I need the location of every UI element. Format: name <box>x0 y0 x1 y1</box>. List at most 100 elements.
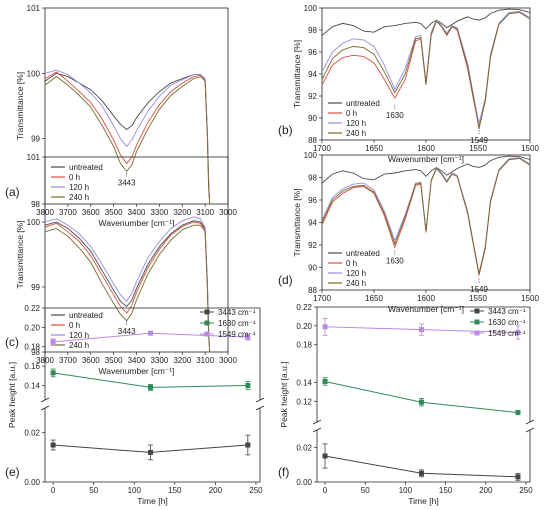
data-point <box>418 470 424 476</box>
x-tick-label: 50 <box>89 486 98 495</box>
series-line-h240 <box>44 224 211 353</box>
y-tick-label: 98 <box>31 348 40 357</box>
data-point <box>245 442 251 448</box>
annotation-label: 3443 <box>118 327 136 336</box>
data-point <box>245 334 251 340</box>
data-point <box>245 382 251 388</box>
y-axis-label: Peak height [a.u.] <box>7 362 17 428</box>
data-point <box>418 399 424 405</box>
x-tick-label: 1550 <box>469 294 487 303</box>
y-tick-label: 96 <box>308 48 317 57</box>
legend-entry: 3443 cm⁻¹ <box>488 307 526 316</box>
panel-e: 0 50 100 150 200 250 0.00 0.02 0.14 0.16 0.18 0.20 0… <box>5 304 265 506</box>
x-axis-label: Wavenumber [cm⁻¹] <box>388 304 464 314</box>
annotation-label: 3443 <box>118 179 136 188</box>
y-tick-label: 101 <box>27 153 41 162</box>
legend-entry: 3443 cm⁻¹ <box>218 308 256 317</box>
data-point <box>50 339 56 345</box>
x-tick-label: 1650 <box>365 294 383 303</box>
data-point <box>50 370 56 376</box>
legend-marker <box>204 331 210 337</box>
y-tick-label: 92 <box>308 241 317 250</box>
x-tick-label: 3500 <box>105 356 123 365</box>
y-tick-label: 0.14 <box>296 378 312 387</box>
x-tick-label: 3100 <box>196 208 214 217</box>
y-tick-label: 99 <box>31 135 40 144</box>
x-axis-label: Wavenumber [cm⁻¹] <box>388 154 464 164</box>
y-tick-label: 98 <box>308 174 317 183</box>
y-tick-label: 0.00 <box>296 478 312 487</box>
y-tick-label: 96 <box>308 196 317 205</box>
x-tick-label: 200 <box>209 486 223 495</box>
y-tick-label: 100 <box>304 151 318 160</box>
data-point <box>147 449 153 455</box>
annotation-label: 1549 <box>470 285 488 294</box>
legend-entry: 1549 cm⁻¹ <box>488 329 526 338</box>
series-line-untreated <box>44 220 211 353</box>
y-axis-label: Peak height [a.u.] <box>279 361 289 427</box>
legend-marker <box>204 320 210 326</box>
panel-label: (d) <box>278 273 293 287</box>
y-tick-label: 90 <box>308 114 317 123</box>
legend-entry: 120 h <box>346 269 366 278</box>
panel-label: (a) <box>5 185 20 199</box>
x-tick-label: 100 <box>128 486 142 495</box>
plot-frame-upper <box>316 306 531 422</box>
y-tick-label: 0.18 <box>296 341 312 350</box>
data-point <box>418 327 424 333</box>
panel-label: (f) <box>278 465 289 479</box>
axis-break-mark <box>255 405 265 411</box>
series-line-p1630 <box>324 381 518 414</box>
y-tick-label: 100 <box>27 218 41 227</box>
y-axis-label: Transmittance [%] <box>292 40 302 108</box>
y-tick-label: 90 <box>308 264 317 273</box>
legend-entry: untreated <box>346 99 380 108</box>
legend-marker <box>474 330 480 336</box>
data-point <box>147 330 153 336</box>
x-tick-label: 0 <box>323 486 328 495</box>
y-axis-label: Transmittance [%] <box>15 220 25 288</box>
x-tick-label: 3100 <box>196 356 214 365</box>
x-tick-label: 1600 <box>417 144 435 153</box>
plot-frame-upper <box>44 307 261 400</box>
y-tick-label: 0.20 <box>24 323 40 332</box>
data-point <box>515 410 521 416</box>
axis-break-mark <box>255 397 265 403</box>
y-tick-label: 101 <box>27 4 41 13</box>
y-tick-label: 0.20 <box>296 322 312 331</box>
x-tick-label: 3700 <box>59 356 77 365</box>
y-tick-label: 0.22 <box>24 304 40 313</box>
legend-entry: 120 h <box>69 331 89 340</box>
data-point <box>50 442 56 448</box>
x-tick-label: 50 <box>361 486 370 495</box>
y-tick-label: 0.18 <box>24 343 40 352</box>
legend-entry: 0 h <box>346 109 357 118</box>
legend-entry: 120 h <box>346 119 366 128</box>
x-tick-label: 100 <box>399 486 413 495</box>
x-tick-label: 3600 <box>82 208 100 217</box>
panel-d: 1700 1650 1600 1550 1500 88 90 92 94 96 98 100 Waven… <box>278 151 539 314</box>
panel-label: (e) <box>5 465 20 479</box>
x-tick-label: 3200 <box>173 208 191 217</box>
legend-entry: untreated <box>346 249 380 258</box>
y-axis-label: Transmittance [%] <box>15 72 25 140</box>
series-line-untreated <box>321 8 531 36</box>
data-point <box>322 324 328 330</box>
annotation-label: 1630 <box>386 257 404 266</box>
axis-break-mark <box>525 427 535 433</box>
series-line-h120 <box>44 216 211 353</box>
legend-entry: 0 h <box>69 321 80 330</box>
x-tick-label: 250 <box>519 486 533 495</box>
y-tick-label: 100 <box>304 4 318 13</box>
y-tick-label: 100 <box>27 69 41 78</box>
x-tick-label: 3600 <box>82 356 100 365</box>
data-point <box>515 329 521 335</box>
panel-a: 3800 3700 3600 3500 3400 3300 3200 3100 30009899… <box>5 4 237 228</box>
legend-entry: 0 h <box>69 173 80 182</box>
plot-frame-lower <box>316 430 531 483</box>
axis-break-mark <box>40 405 50 411</box>
data-point <box>515 474 521 480</box>
series-line-h120 <box>44 69 211 205</box>
legend-entry: 1549 cm⁻¹ <box>218 330 256 339</box>
